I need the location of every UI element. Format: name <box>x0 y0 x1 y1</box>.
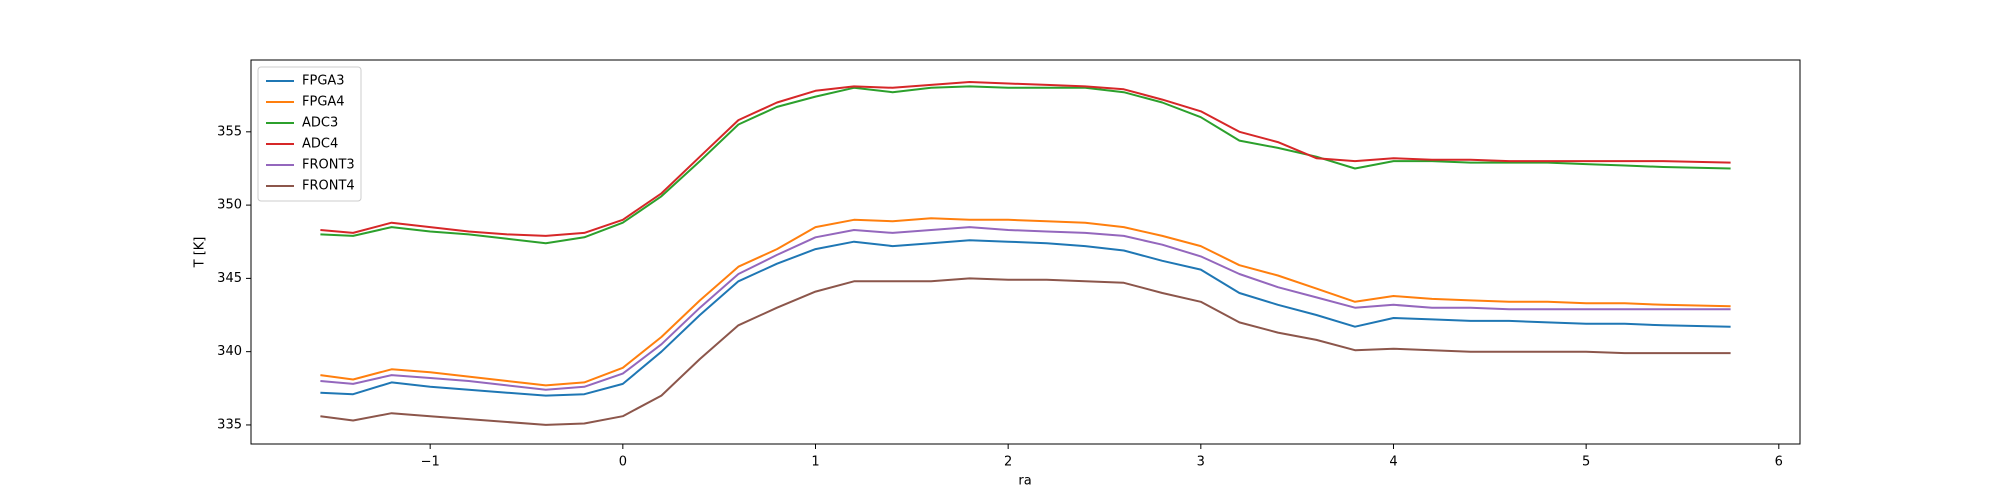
series-line <box>320 239 1731 397</box>
series-line <box>320 85 1731 245</box>
axes-frame <box>250 59 1801 445</box>
legend-label: FPGA4 <box>302 95 345 110</box>
x-tick-label: 1 <box>811 455 819 470</box>
x-tick-label: 4 <box>1389 455 1397 470</box>
y-axis-label: T [K] <box>193 237 208 269</box>
series-line <box>320 217 1731 387</box>
legend-label: ADC3 <box>302 116 338 131</box>
x-tick-label: −1 <box>421 455 440 470</box>
series-line <box>320 226 1731 391</box>
legend-label: FRONT3 <box>302 158 355 173</box>
x-tick-label: 3 <box>1197 455 1205 470</box>
legend-box <box>257 66 362 202</box>
y-tick-label: 350 <box>217 198 242 213</box>
series-line <box>320 277 1731 426</box>
x-axis-label: ra <box>1018 474 1031 489</box>
y-tick-label: 335 <box>217 417 242 432</box>
series-line <box>320 81 1731 237</box>
legend-label: ADC4 <box>302 137 338 152</box>
x-tick-label: 0 <box>619 455 627 470</box>
legend-label: FPGA3 <box>302 74 345 89</box>
x-tick-label: 2 <box>1004 455 1012 470</box>
legend-label: FRONT4 <box>302 179 355 194</box>
y-tick-label: 355 <box>217 124 242 139</box>
x-tick-label: 6 <box>1775 455 1783 470</box>
x-tick-label: 5 <box>1582 455 1590 470</box>
y-tick-label: 340 <box>217 344 242 359</box>
y-tick-label: 345 <box>217 271 242 286</box>
